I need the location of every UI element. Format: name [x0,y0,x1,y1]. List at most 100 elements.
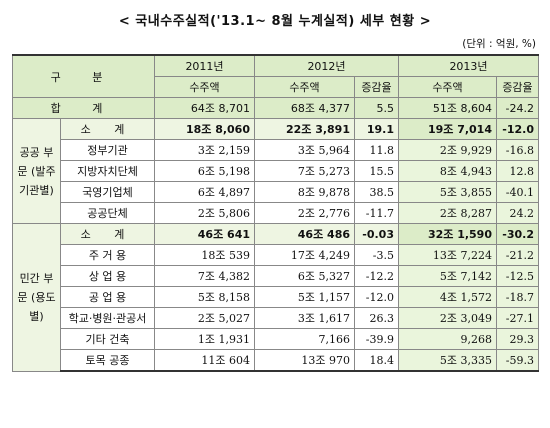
year-header-2012: 2012년 [254,54,399,77]
cell-rate-2013: -30.2 [496,223,539,245]
cell-rate-2013: 24.2 [496,202,539,224]
cell-2011: 6조 5,198 [154,160,255,182]
cell-2013: 2조 3,049 [398,307,497,329]
table-row: 주 거 용 18조 539 17조 4,249 -3.5 13조 7,224 -… [13,244,539,266]
cell-2011: 18조 8,060 [154,118,255,140]
cell-2013: 19조 7,014 [398,118,497,140]
cell-rate-2012: -11.7 [354,202,399,224]
table-row: 학교·병원·관공서 2조 5,027 3조 1,617 26.3 2조 3,04… [13,307,539,329]
total-row: 합 계 64조 8,701 68조 4,377 5.5 51조 8,604 -2… [12,97,539,119]
cell-2013: 5조 3,335 [398,349,497,372]
cell-2011: 7조 4,382 [154,265,255,287]
cell-2011: 3조 2,159 [154,139,255,161]
cell-rate-2013: -18.7 [496,286,539,308]
cell-2012: 8조 9,878 [254,181,355,203]
cell-2013: 9,268 [398,328,497,350]
orders-table: 구 분 2011년 2012년 2013년 수주액 수주액 증감율 수주액 증감… [12,54,539,372]
cell-2011: 11조 604 [154,349,255,372]
cell-2013: 32조 1,590 [398,223,497,245]
cell-rate-2012: 26.3 [354,307,399,329]
cell-rate-2012: -0.03 [354,223,399,245]
total-rate-2012: 5.5 [354,97,399,119]
table-row: 공공단체 2조 5,806 2조 2,776 -11.7 2조 8,287 24… [13,202,539,224]
cell-2012: 3조 1,617 [254,307,355,329]
cell-rate-2012: 19.1 [354,118,399,140]
row-label: 공공단체 [60,202,155,224]
cell-rate-2013: -12.5 [496,265,539,287]
row-label: 상 업 용 [60,265,155,287]
total-label: 합 계 [12,97,155,119]
change-rate-header: 증감율 [496,76,539,98]
order-amount-header: 수주액 [154,76,255,98]
year-header-2013: 2013년 [398,54,539,77]
row-label: 기타 건축 [60,328,155,350]
cell-2013: 2조 8,287 [398,202,497,224]
table-row: 상 업 용 7조 4,382 6조 5,327 -12.2 5조 7,142 -… [13,265,539,287]
cell-2011: 2조 5,027 [154,307,255,329]
row-label: 토목 공종 [60,349,155,372]
table-row: 국영기업체 6조 4,897 8조 9,878 38.5 5조 3,855 -4… [13,181,539,203]
header-row-metrics: 수주액 수주액 증감율 수주액 증감율 [13,76,539,98]
row-label: 정부기관 [60,139,155,161]
cell-rate-2012: 38.5 [354,181,399,203]
row-label: 학교·병원·관공서 [60,307,155,329]
cell-2012: 7조 5,273 [254,160,355,182]
cell-rate-2012: 15.5 [354,160,399,182]
total-2013: 51조 8,604 [398,97,497,119]
cell-2013: 8조 4,943 [398,160,497,182]
cell-2011: 1조 1,931 [154,328,255,350]
cell-2012: 3조 5,964 [254,139,355,161]
order-amount-header: 수주액 [398,76,497,98]
cell-2013: 2조 9,929 [398,139,497,161]
cell-2013: 5조 3,855 [398,181,497,203]
cell-rate-2013: -21.2 [496,244,539,266]
total-2011: 64조 8,701 [154,97,255,119]
cell-rate-2012: -12.2 [354,265,399,287]
cell-2011: 5조 8,158 [154,286,255,308]
subtotal-label: 소 계 [60,223,155,245]
category-header: 구 분 [12,54,155,98]
cell-2011: 18조 539 [154,244,255,266]
cell-2012: 22조 3,891 [254,118,355,140]
table-row: 토목 공종 11조 604 13조 970 18.4 5조 3,335 -59.… [13,349,539,372]
row-label: 주 거 용 [60,244,155,266]
cell-2011: 2조 5,806 [154,202,255,224]
change-rate-header: 증감율 [354,76,399,98]
cell-2013: 5조 7,142 [398,265,497,287]
cell-rate-2013: 29.3 [496,328,539,350]
cell-rate-2012: 11.8 [354,139,399,161]
cell-2012: 6조 5,327 [254,265,355,287]
cell-2012: 2조 2,776 [254,202,355,224]
cell-rate-2012: 18.4 [354,349,399,372]
total-2012: 68조 4,377 [254,97,355,119]
table-title: < 국내수주실적('13.1~ 8월 누계실적) 세부 현황 > [118,14,432,29]
year-header-2011: 2011년 [154,54,255,77]
cell-rate-2013: -12.0 [496,118,539,140]
total-rate-2013: -24.2 [496,97,539,119]
cell-rate-2012: -39.9 [354,328,399,350]
cell-rate-2013: -59.3 [496,349,539,372]
subtotal-label: 소 계 [60,118,155,140]
cell-rate-2013: 12.8 [496,160,539,182]
cell-2012: 13조 970 [254,349,355,372]
row-label: 국영기업체 [60,181,155,203]
cell-rate-2012: -12.0 [354,286,399,308]
table-row: 기타 건축 1조 1,931 7,166 -39.9 9,268 29.3 [13,328,539,350]
private-sector-label: 민간 부문 (용도별) [12,223,61,372]
table-row: 공 업 용 5조 8,158 5조 1,157 -12.0 4조 1,572 -… [13,286,539,308]
cell-2012: 5조 1,157 [254,286,355,308]
row-label: 공 업 용 [60,286,155,308]
unit-note: (단위 : 억원, %) [462,38,536,50]
cell-2011: 6조 4,897 [154,181,255,203]
cell-rate-2013: -16.8 [496,139,539,161]
table-row: 정부기관 3조 2,159 3조 5,964 11.8 2조 9,929 -16… [13,139,539,161]
cell-2011: 46조 641 [154,223,255,245]
table-row: 지방자치단체 6조 5,198 7조 5,273 15.5 8조 4,943 1… [13,160,539,182]
header-row-years: 구 분 2011년 2012년 2013년 [12,54,539,98]
public-sector-label: 공공 부문 (발주 기관별) [12,118,61,224]
cell-2012: 46조 486 [254,223,355,245]
order-amount-header: 수주액 [254,76,355,98]
cell-2012: 7,166 [254,328,355,350]
cell-2013: 13조 7,224 [398,244,497,266]
